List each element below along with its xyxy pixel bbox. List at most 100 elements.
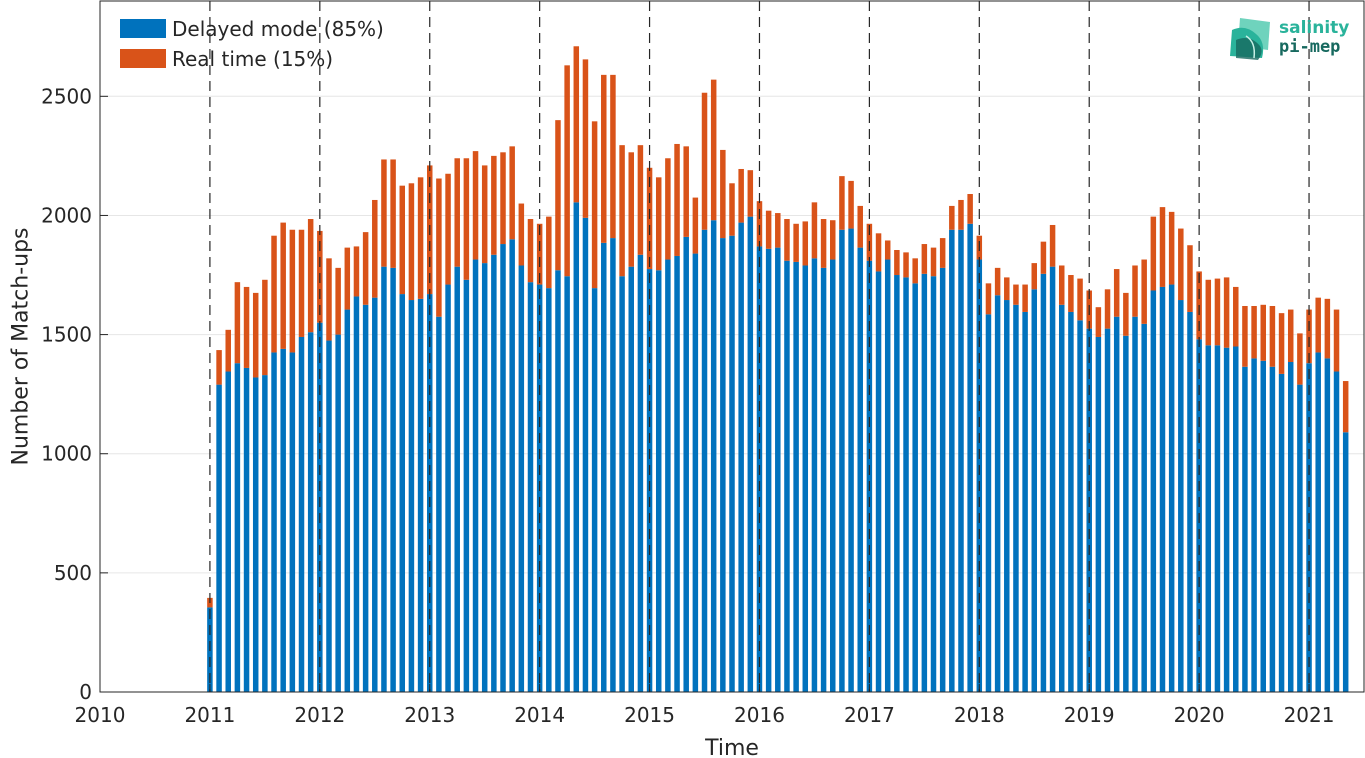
bar-realtime <box>481 165 488 264</box>
bar-realtime <box>298 229 305 337</box>
bar-realtime <box>216 350 222 385</box>
bar-delayed <box>1077 320 1083 692</box>
legend-swatch-realtime <box>120 49 166 68</box>
bar-delayed <box>1260 360 1266 692</box>
bar-realtime <box>958 199 964 230</box>
bar-realtime <box>1287 309 1294 362</box>
bar-delayed <box>417 298 424 692</box>
bar-realtime <box>765 210 772 249</box>
y-tick-label: 1000 <box>41 442 92 466</box>
x-tick-label: 2017 <box>844 703 895 727</box>
bar-delayed <box>958 229 964 693</box>
bar-realtime <box>775 213 781 248</box>
y-tick-label: 1500 <box>41 323 92 347</box>
bar-realtime <box>1077 278 1083 321</box>
bar-delayed <box>976 259 983 692</box>
bar-realtime <box>344 247 351 310</box>
bar-realtime <box>546 216 552 289</box>
bar-realtime <box>784 219 790 261</box>
bar-realtime <box>1269 305 1276 367</box>
bar-realtime <box>674 143 680 256</box>
bar-realtime <box>875 233 882 272</box>
bar-delayed <box>289 352 296 692</box>
bar-realtime <box>811 202 818 259</box>
bar-realtime <box>1178 228 1184 301</box>
bar-realtime <box>701 92 708 230</box>
bar-realtime <box>949 205 955 230</box>
bar-delayed <box>1031 289 1038 692</box>
bar-delayed <box>472 259 479 692</box>
bar-realtime <box>1168 211 1175 285</box>
bar-realtime <box>582 59 589 218</box>
bar-delayed <box>619 276 625 692</box>
logo-line-1: salinity <box>1279 18 1349 38</box>
bar-delayed <box>1150 290 1157 692</box>
bar-realtime <box>1205 279 1212 346</box>
bar-delayed <box>738 222 744 692</box>
y-tick-label: 0 <box>79 680 92 704</box>
bar-delayed <box>1297 384 1303 692</box>
bars <box>207 46 1349 693</box>
bar-delayed <box>1022 311 1028 692</box>
bar-delayed <box>1104 328 1111 692</box>
y-tick-label: 2000 <box>41 203 92 227</box>
bar-realtime <box>903 252 909 278</box>
bar-realtime <box>326 258 332 341</box>
bar-delayed <box>591 288 598 692</box>
bar-realtime <box>610 74 616 239</box>
x-tick-label: 2011 <box>184 703 235 727</box>
bar-realtime <box>225 329 231 372</box>
bar-realtime <box>234 282 241 364</box>
bar-realtime <box>628 152 634 267</box>
legend-label-delayed: Delayed mode (85%) <box>172 17 384 41</box>
bar-realtime <box>372 199 378 298</box>
bar-realtime <box>738 168 744 223</box>
bar-delayed <box>1278 373 1285 692</box>
bar-realtime <box>1187 245 1193 312</box>
bar-realtime <box>1113 269 1120 317</box>
y-axis-label: Number of Match-ups <box>9 227 34 465</box>
bar-delayed <box>857 247 863 692</box>
bar-realtime <box>1223 277 1230 348</box>
bar-realtime <box>243 286 250 368</box>
bar-delayed <box>912 283 918 692</box>
bar-delayed <box>481 263 488 692</box>
bar-realtime <box>1260 304 1266 361</box>
bar-realtime <box>436 178 442 317</box>
bar-realtime <box>830 220 836 260</box>
bar-realtime <box>1251 305 1257 359</box>
bar-delayed <box>775 247 781 692</box>
bar-delayed <box>555 270 561 692</box>
year-separators <box>209 1 1310 692</box>
bar-delayed <box>701 229 708 693</box>
bar-realtime <box>1123 292 1129 336</box>
bar-delayed <box>546 288 552 692</box>
bar-delayed <box>509 239 515 692</box>
bar-realtime <box>1058 265 1065 305</box>
bar-realtime <box>555 120 561 271</box>
bar-delayed <box>921 273 928 692</box>
bar-realtime <box>939 238 946 268</box>
bar-delayed <box>454 266 460 692</box>
bar-realtime <box>601 74 607 243</box>
bar-delayed <box>655 270 662 692</box>
bar-realtime <box>1068 275 1074 312</box>
bar-delayed <box>747 216 754 692</box>
bar-realtime <box>573 46 580 203</box>
bar-delayed <box>820 267 827 692</box>
bar-realtime <box>307 219 314 333</box>
bar-delayed <box>939 267 946 692</box>
bar-delayed <box>335 334 341 692</box>
bar-realtime <box>472 151 479 260</box>
bar-realtime <box>1233 286 1239 347</box>
bar-delayed <box>280 348 286 692</box>
bar-delayed <box>1113 316 1120 692</box>
bar-realtime <box>1132 265 1138 317</box>
bar-realtime <box>381 159 387 267</box>
bar-realtime <box>802 221 809 266</box>
bar-delayed <box>1269 366 1276 692</box>
bar-delayed <box>1040 273 1047 692</box>
bar-realtime <box>445 173 451 285</box>
bar-realtime <box>1315 297 1321 353</box>
bar-delayed <box>582 217 589 692</box>
